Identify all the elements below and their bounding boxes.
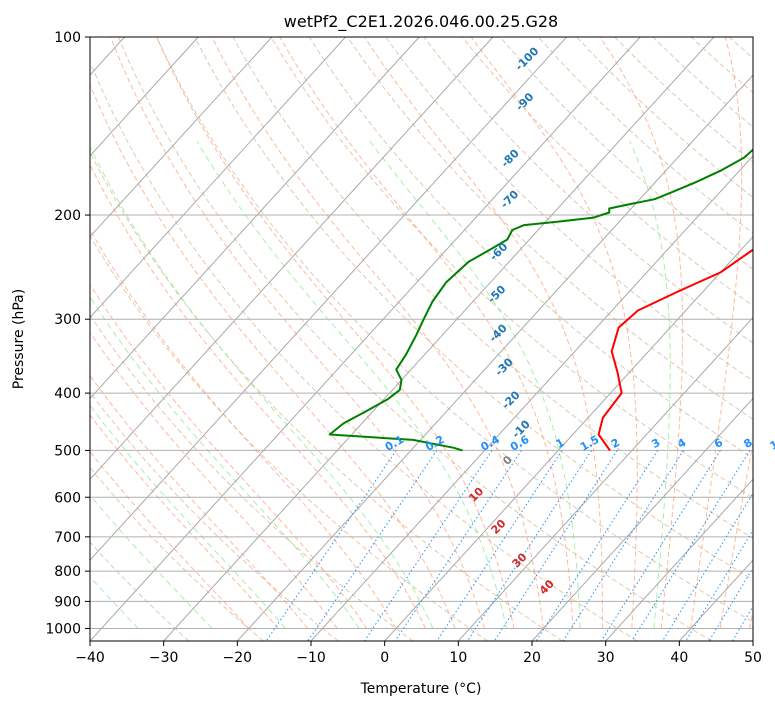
y-tick-label: 700 [54, 530, 81, 546]
x-tick-label: 40 [670, 650, 688, 666]
y-tick-label: 600 [54, 490, 81, 506]
chart-title: wetPf2_C2E1.2026.046.00.25.G28 [284, 12, 558, 32]
y-tick-label: 200 [54, 208, 81, 224]
y-tick-label: 900 [54, 594, 81, 610]
x-tick-label: −20 [223, 650, 253, 666]
x-tick-label: 10 [449, 650, 467, 666]
x-axis-label: Temperature (°C) [360, 681, 482, 697]
y-tick-label: 500 [54, 443, 81, 459]
y-tick-label: 800 [54, 564, 81, 580]
x-tick-label: 30 [597, 650, 615, 666]
x-tick-label: 50 [744, 650, 762, 666]
y-axis-label: Pressure (hPa) [11, 289, 27, 389]
y-tick-label: 100 [54, 30, 81, 46]
y-tick-label: 1000 [45, 621, 81, 637]
x-tick-label: 0 [380, 650, 389, 666]
y-tick-label: 400 [54, 386, 81, 402]
x-tick-label: 20 [523, 650, 541, 666]
y-tick-label: 300 [54, 312, 81, 328]
x-tick-label: −30 [149, 650, 179, 666]
x-tick-label: −40 [75, 650, 105, 666]
x-tick-label: −10 [296, 650, 326, 666]
